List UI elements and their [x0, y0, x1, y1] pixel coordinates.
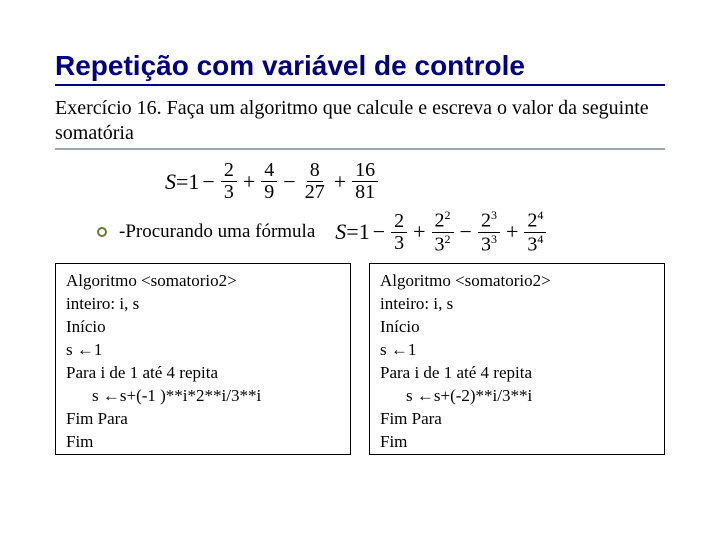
algo-line: Para i de 1 até 4 repita: [380, 362, 654, 385]
algorithm-right: Algoritmo <somatorio2> inteiro: i, s Iní…: [369, 263, 665, 455]
procurando-label: -Procurando uma fórmula: [119, 221, 315, 243]
algo-line: Algoritmo <somatorio2>: [380, 270, 654, 293]
formula-2-math: S=1 −23 +2232 −2333 +2434: [335, 209, 549, 255]
algo-line: s ←s+(-1 )**i*2**i/3**i: [66, 385, 340, 408]
algo-line: s ←1: [380, 339, 654, 362]
slide-title: Repetição com variável de controle: [55, 50, 665, 86]
algo-line: Algoritmo <somatorio2>: [66, 270, 340, 293]
algo-line: s ←1: [66, 339, 340, 362]
algo-line: Fim: [380, 431, 654, 454]
algo-line: Início: [380, 316, 654, 339]
algo-line: s ←s+(-2)**i/3**i: [380, 385, 654, 408]
formula-1-math: S=1 −23 +49 −827 +1681: [165, 160, 381, 203]
formula-1: S=1 −23 +49 −827 +1681: [165, 160, 665, 203]
formula-2-row: -Procurando uma fórmula S=1 −23 +2232 −2…: [125, 209, 665, 255]
bullet-icon: [97, 227, 107, 237]
exercise-text: Exercício 16. Faça um algoritmo que calc…: [55, 96, 665, 150]
algo-line: Para i de 1 até 4 repita: [66, 362, 340, 385]
algo-line: Fim Para: [66, 408, 340, 431]
algorithm-left: Algoritmo <somatorio2> inteiro: i, s Iní…: [55, 263, 351, 455]
algo-line: Início: [66, 316, 340, 339]
algo-line: inteiro: i, s: [66, 293, 340, 316]
algo-line: inteiro: i, s: [380, 293, 654, 316]
algo-line: Fim Para: [380, 408, 654, 431]
algorithms-container: Algoritmo <somatorio2> inteiro: i, s Iní…: [55, 263, 665, 455]
algo-line: Fim: [66, 431, 340, 454]
